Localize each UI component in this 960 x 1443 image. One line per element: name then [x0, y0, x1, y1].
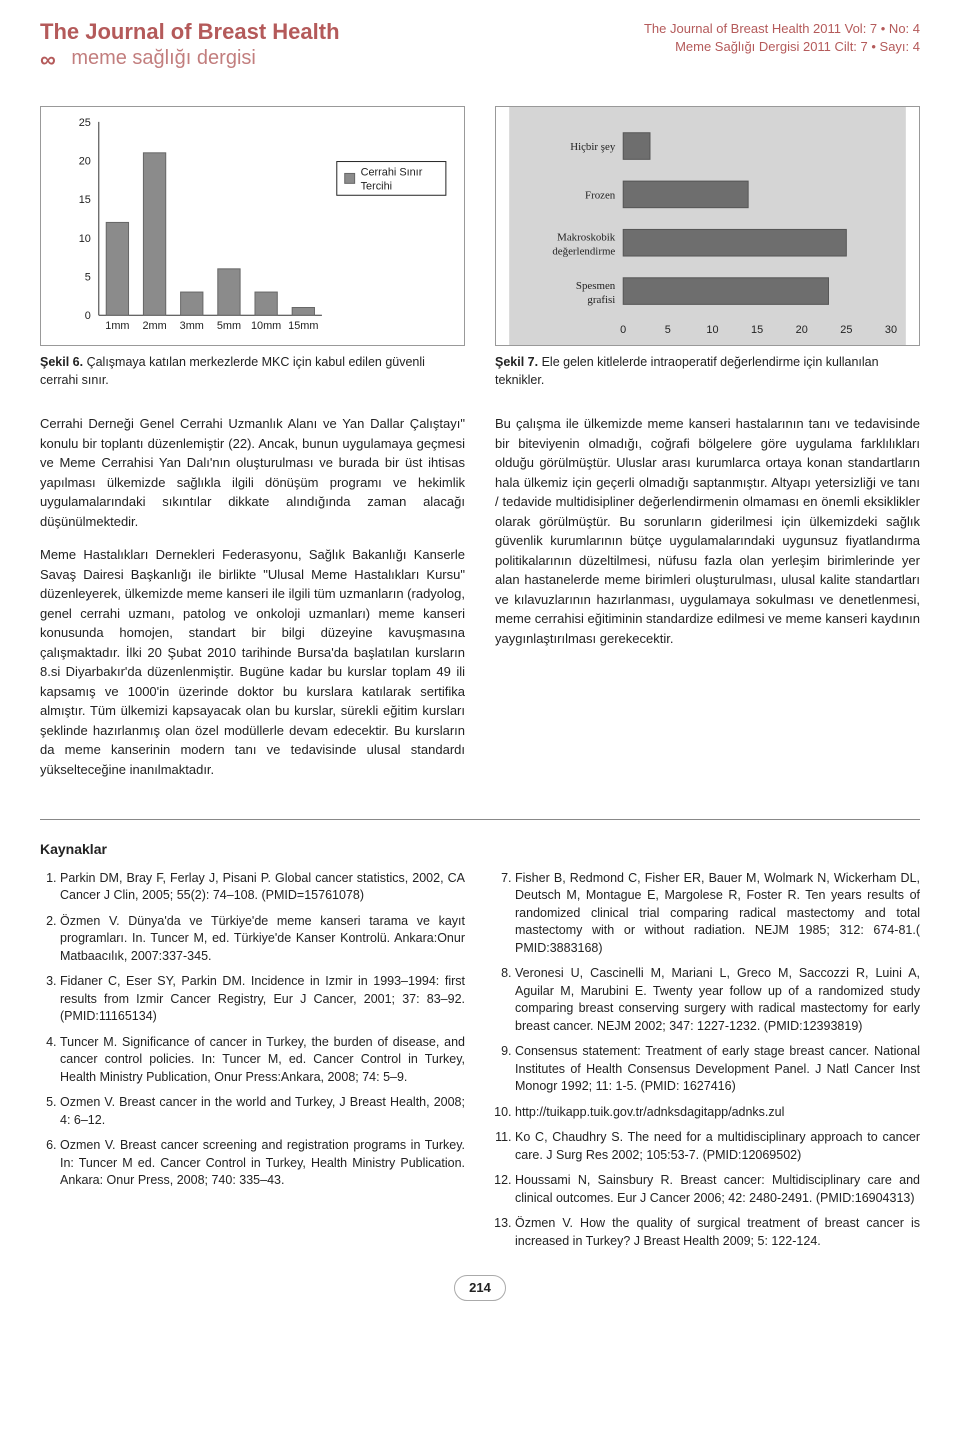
figure-7-svg: 0 5 10 15 20 25 30 Hiçbir şey Frozen Makroskobik d…: [496, 107, 919, 345]
page-header: The Journal of Breast Health ∞ meme sağl…: [40, 20, 920, 76]
svg-text:grafisi: grafisi: [587, 294, 615, 306]
figure-6-chart: 0 5 10 15 20 25 1mm 2mm 3mm 5mm 10mm 15mm Cerrahi Sı…: [40, 106, 465, 346]
svg-text:15: 15: [751, 324, 763, 336]
figure-6-caption: Şekil 6. Çalışmaya katılan merkezlerde M…: [40, 354, 465, 389]
svg-text:15mm: 15mm: [288, 320, 318, 332]
svg-text:Spesmen: Spesmen: [576, 280, 616, 292]
issue-line-tr: Meme Sağlığı Dergisi 2011 Cilt: 7 • Sayı…: [644, 38, 920, 56]
svg-text:Frozen: Frozen: [585, 189, 616, 201]
svg-text:25: 25: [79, 117, 91, 129]
figure-6-svg: 0 5 10 15 20 25 1mm 2mm 3mm 5mm 10mm 15mm Cerrahi Sı…: [41, 107, 464, 345]
reference-item: Houssami N, Sainsbury R. Breast cancer: …: [515, 1172, 920, 1207]
svg-text:2mm: 2mm: [142, 320, 166, 332]
svg-text:5mm: 5mm: [217, 320, 241, 332]
svg-text:3mm: 3mm: [180, 320, 204, 332]
svg-text:değerlendirme: değerlendirme: [552, 246, 615, 258]
reference-item: Parkin DM, Bray F, Ferlay J, Pisani P. G…: [60, 870, 465, 905]
journal-title-tr: meme sağlığı dergisi: [71, 44, 256, 72]
reference-item: Veronesi U, Cascinelli M, Mariani L, Gre…: [515, 965, 920, 1035]
body-text: Cerrahi Derneği Genel Cerrahi Uzmanlık A…: [40, 414, 920, 779]
header-right: The Journal of Breast Health 2011 Vol: 7…: [644, 20, 920, 56]
svg-text:Hiçbir şey: Hiçbir şey: [570, 141, 616, 153]
svg-text:15: 15: [79, 194, 91, 206]
page-number-wrap: 214: [40, 1275, 920, 1301]
references-divider: [40, 819, 920, 820]
references-title: Kaynaklar: [40, 840, 920, 860]
body-p1: Cerrahi Derneği Genel Cerrahi Uzmanlık A…: [40, 414, 465, 531]
journal-title-en: The Journal of Breast Health: [40, 20, 340, 44]
svg-text:Makroskobik: Makroskobik: [557, 232, 616, 244]
reference-item: Ko C, Chaudhry S. The need for a multidi…: [515, 1129, 920, 1164]
reference-item: Ozmen V. Breast cancer in the world and …: [60, 1094, 465, 1129]
figure-6: 0 5 10 15 20 25 1mm 2mm 3mm 5mm 10mm 15mm Cerrahi Sı…: [40, 106, 465, 389]
reference-item: Özmen V. Dünya'da ve Türkiye'de meme kan…: [60, 913, 465, 966]
svg-text:5: 5: [85, 272, 91, 284]
issue-line-en: The Journal of Breast Health 2011 Vol: 7…: [644, 20, 920, 38]
svg-text:1mm: 1mm: [105, 320, 129, 332]
reference-item: Fisher B, Redmond C, Fisher ER, Bauer M,…: [515, 870, 920, 958]
figure-7-caption: Şekil 7. Ele gelen kitlelerde intraopera…: [495, 354, 920, 389]
figure-7: 0 5 10 15 20 25 30 Hiçbir şey Frozen Makroskobik d…: [495, 106, 920, 389]
reference-item: Ozmen V. Breast cancer screening and reg…: [60, 1137, 465, 1190]
journal-title-row: ∞ meme sağlığı dergisi: [40, 44, 340, 76]
body-p2: Meme Hastalıkları Dernekleri Federasyonu…: [40, 545, 465, 779]
reference-item: Tuncer M. Significance of cancer in Turk…: [60, 1034, 465, 1087]
figure-7-caption-text: Ele gelen kitlelerde intraoperatif değer…: [495, 355, 879, 387]
svg-text:5: 5: [665, 324, 671, 336]
references-list: Parkin DM, Bray F, Ferlay J, Pisani P. G…: [40, 870, 920, 1251]
svg-text:20: 20: [796, 324, 808, 336]
reference-item: http://tuikapp.tuik.gov.tr/adnksdagitapp…: [515, 1104, 920, 1122]
figure-6-caption-text: Çalışmaya katılan merkezlerde MKC için k…: [40, 355, 425, 387]
figure-6-caption-bold: Şekil 6.: [40, 355, 83, 369]
reference-item: Özmen V. How the quality of surgical tre…: [515, 1215, 920, 1250]
figures-row: 0 5 10 15 20 25 1mm 2mm 3mm 5mm 10mm 15mm Cerrahi Sı…: [40, 106, 920, 389]
svg-text:10: 10: [706, 324, 718, 336]
svg-text:Tercihi: Tercihi: [361, 180, 392, 192]
body-p3: Bu çalışma ile ülkemizde meme kanseri ha…: [495, 414, 920, 648]
svg-text:0: 0: [620, 324, 626, 336]
header-left: The Journal of Breast Health ∞ meme sağl…: [40, 20, 340, 76]
logo-icon: ∞: [40, 45, 56, 76]
svg-text:30: 30: [885, 324, 897, 336]
svg-text:0: 0: [85, 310, 91, 322]
svg-text:20: 20: [79, 156, 91, 168]
svg-text:Cerrahi Sınır: Cerrahi Sınır: [361, 167, 423, 179]
svg-text:10: 10: [79, 233, 91, 245]
svg-text:10mm: 10mm: [251, 320, 281, 332]
figure-7-caption-bold: Şekil 7.: [495, 355, 538, 369]
reference-item: Fidaner C, Eser SY, Parkin DM. Incidence…: [60, 973, 465, 1026]
page-number: 214: [454, 1275, 506, 1301]
svg-text:25: 25: [840, 324, 852, 336]
reference-item: Consensus statement: Treatment of early …: [515, 1043, 920, 1096]
figure-7-chart: 0 5 10 15 20 25 30 Hiçbir şey Frozen Makroskobik d…: [495, 106, 920, 346]
references-ol: Parkin DM, Bray F, Ferlay J, Pisani P. G…: [40, 870, 920, 1251]
